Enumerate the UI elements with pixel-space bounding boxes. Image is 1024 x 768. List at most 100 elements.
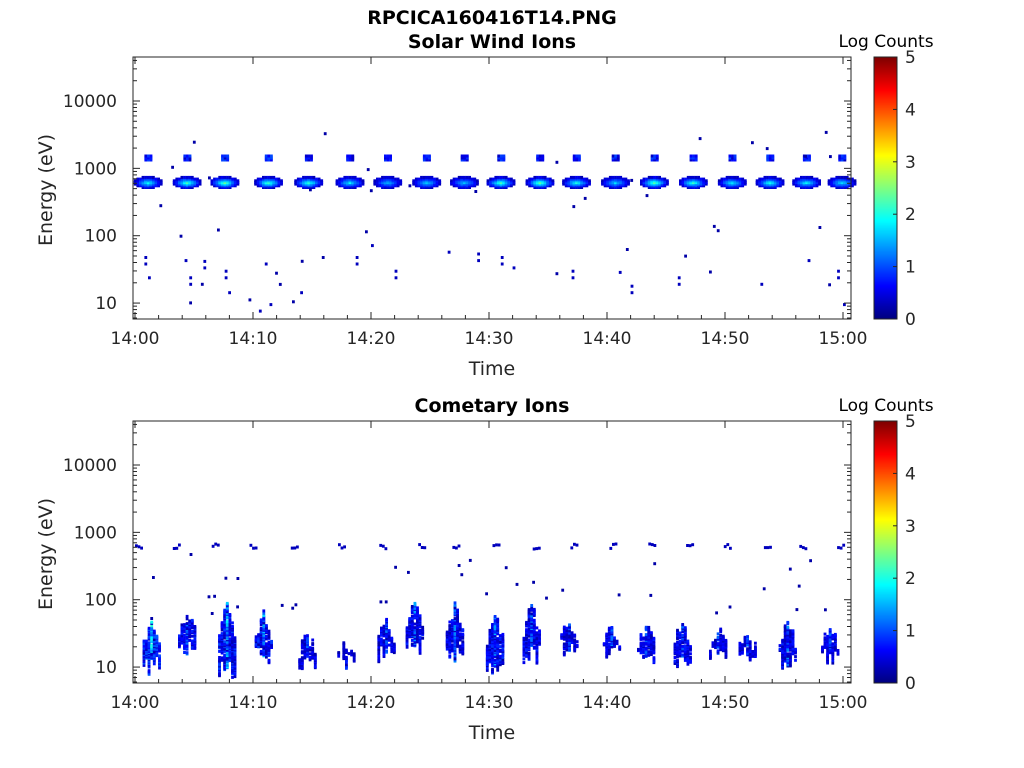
secondary-beam-cell	[843, 156, 847, 160]
burst-cell	[453, 631, 457, 635]
beam-cell	[736, 177, 739, 181]
colorbar-strip	[874, 69, 897, 71]
burst-cell	[147, 669, 151, 673]
colorbar-strip	[874, 126, 897, 128]
secondary-beam-cell	[766, 158, 770, 162]
beam-cell	[650, 186, 654, 189]
burst-cell	[791, 642, 795, 646]
secondary-beam-cell	[655, 158, 659, 162]
beam-cell	[611, 179, 615, 183]
beam-cell	[420, 184, 423, 188]
beam-cell	[818, 179, 821, 183]
beam-cell	[694, 182, 698, 186]
beam-cell	[210, 179, 214, 183]
beam-cell	[843, 182, 846, 186]
figure-title: RPCICA160416T14.PNG	[367, 7, 617, 29]
colorbar-strip	[874, 85, 897, 87]
noise-hit	[457, 564, 461, 567]
beam-cell	[351, 181, 354, 184]
colorbar-strip	[874, 426, 897, 428]
beam-cell	[499, 181, 503, 184]
noise-hit	[545, 596, 548, 600]
beam-cell	[832, 184, 836, 188]
secondary-beam-cell	[611, 156, 615, 160]
burst-cell	[218, 645, 221, 649]
burst-cell	[738, 641, 742, 645]
xlabel-2: Time	[468, 722, 516, 744]
colorbar-tick-label: 2	[905, 205, 916, 225]
beam-cell	[465, 186, 469, 189]
beam-cell	[684, 179, 687, 183]
secondary-beam-cell	[689, 158, 693, 162]
burst-cell	[150, 617, 154, 620]
upper-band-cell	[343, 545, 346, 549]
burst-cell	[650, 631, 653, 635]
noise-hit	[583, 196, 587, 200]
burst-cell	[188, 619, 192, 623]
beam-cell	[274, 179, 278, 183]
beam-cell	[213, 182, 216, 186]
upper-band-cell	[801, 546, 805, 550]
colorbar-strip	[874, 534, 897, 536]
burst-cell	[150, 643, 154, 647]
colorbar-strip	[874, 553, 897, 555]
colorbar-strip	[874, 312, 897, 314]
burst-cell	[413, 601, 417, 605]
beam-cell	[136, 179, 140, 183]
noise-hit	[824, 608, 827, 612]
colorbar-strip	[874, 115, 897, 117]
burst-cell	[451, 631, 454, 635]
colorbar-strip	[874, 492, 897, 494]
secondary-beam-cell	[614, 154, 618, 158]
beam-cell	[280, 179, 283, 183]
noise-hit	[200, 282, 204, 286]
burst-cell	[218, 656, 221, 659]
colorbar-strip	[874, 151, 897, 153]
beam-cell	[840, 186, 844, 189]
burst-cell	[834, 632, 837, 636]
colorbar-strip	[874, 298, 897, 300]
beam-cell	[302, 177, 305, 181]
beam-cell	[376, 177, 379, 181]
burst-cell	[225, 645, 229, 649]
beam-cell	[494, 179, 498, 183]
burst-cell	[220, 628, 224, 632]
burst-cell	[228, 643, 232, 647]
beam-cell	[815, 181, 819, 184]
colorbar-strip	[874, 659, 897, 661]
beam-cell	[504, 179, 508, 183]
beam-cell	[452, 182, 456, 186]
beam-cell	[141, 184, 145, 188]
noise-hit	[236, 605, 239, 609]
beam-14	[640, 154, 669, 189]
beam-cell	[830, 181, 834, 184]
burst-cell	[527, 627, 531, 631]
burst-cell	[448, 620, 452, 624]
secondary-beam-cell	[731, 154, 734, 158]
beam-cell	[528, 177, 531, 181]
beam-cell	[394, 179, 397, 183]
burst-cell	[225, 601, 229, 605]
secondary-beam-cell	[768, 154, 772, 158]
beam-cell	[383, 181, 387, 184]
beam-cell	[619, 181, 623, 184]
colorbar-strip	[874, 295, 897, 297]
beam-cell	[435, 179, 439, 183]
colorbar-strip	[874, 625, 897, 627]
beam-cell	[152, 182, 155, 186]
burst-cell	[185, 651, 189, 655]
burst-cell	[228, 617, 232, 621]
beam-cell	[272, 184, 276, 188]
burst-cell	[145, 642, 148, 645]
burst-cell	[575, 643, 579, 647]
burst-cell	[783, 634, 787, 638]
burst-cell	[342, 653, 346, 657]
beam-cell	[154, 179, 158, 183]
colorbar-strip	[874, 665, 897, 667]
beam-cell	[533, 177, 537, 181]
beam-cell	[588, 182, 591, 186]
beam-cell	[307, 179, 311, 183]
beam-cell	[183, 177, 186, 181]
beam-cell	[388, 182, 392, 186]
beam-cell	[141, 186, 145, 189]
